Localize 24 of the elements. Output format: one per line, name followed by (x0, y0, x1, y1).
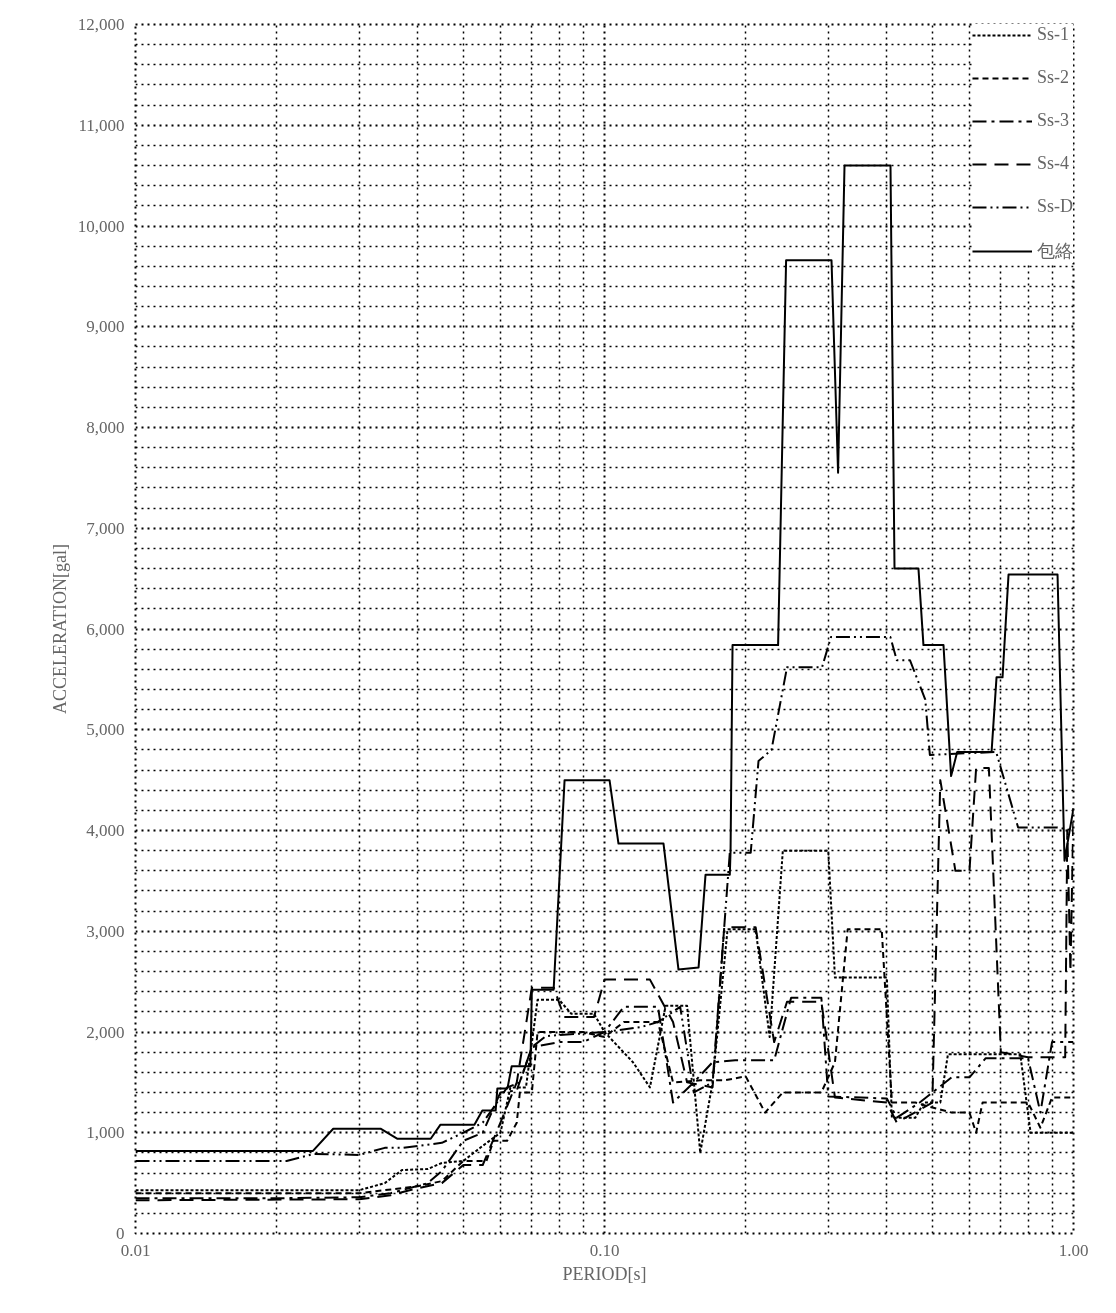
y-tick-label: 1,000 (86, 1123, 125, 1143)
legend-label: Ss-1 (1036, 24, 1069, 45)
legend-label: Ss-2 (1036, 67, 1069, 88)
x-axis-title: PERIOD[s] (562, 1263, 647, 1284)
x-tick-label: 0.10 (589, 1240, 620, 1260)
y-axis-title: ACCELERATION[gal] (49, 544, 70, 714)
y-tick-label: 8,000 (86, 418, 125, 437)
y-tick-label: 0 (116, 1224, 125, 1243)
legend-label: Ss-3 (1036, 110, 1069, 131)
y-tick-label: 6,000 (86, 619, 125, 639)
legend-label: Ss-4 (1036, 153, 1069, 174)
legend-label: Ss-D (1036, 196, 1073, 217)
y-tick-label: 11,000 (78, 115, 125, 135)
y-tick-label: 10,000 (77, 216, 125, 236)
legend-label: 包絡 (1036, 240, 1073, 263)
y-tick-label: 12,000 (77, 15, 125, 34)
y-tick-label: 5,000 (86, 720, 125, 740)
y-tick-label: 4,000 (86, 821, 125, 840)
y-tick-label: 3,000 (86, 921, 125, 941)
x-tick-label: 1.00 (1058, 1240, 1089, 1260)
x-tick-label: 0.01 (120, 1240, 151, 1260)
y-tick-label: 7,000 (86, 518, 125, 538)
y-tick-label: 9,000 (86, 317, 125, 337)
y-tick-label: 2,000 (86, 1022, 125, 1042)
